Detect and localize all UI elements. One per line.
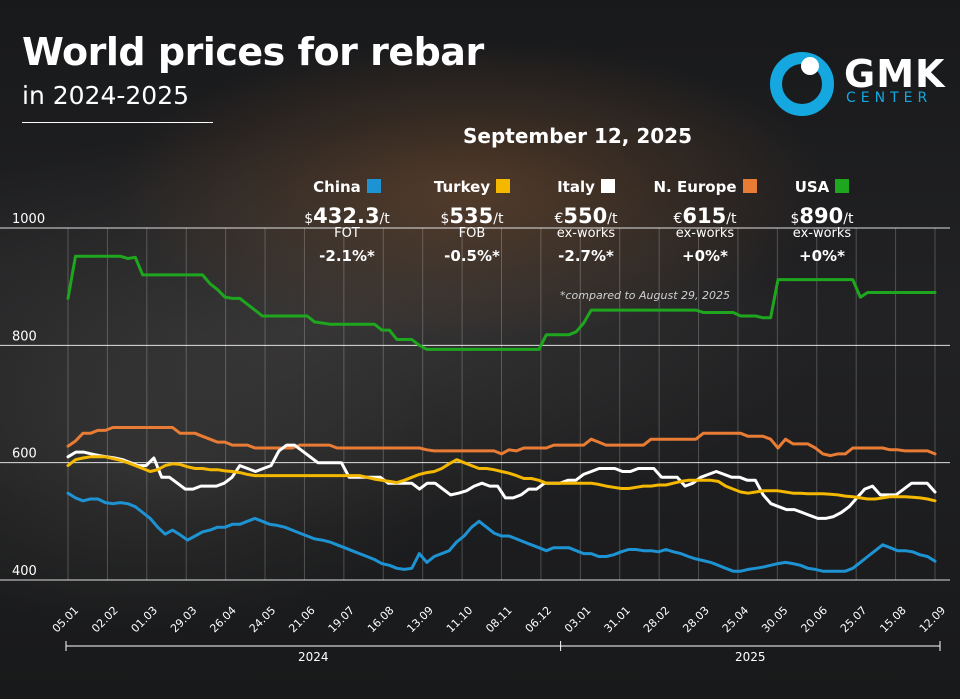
x-tick-label: 25.04 (720, 604, 751, 635)
series-line-n-europe (66, 426, 937, 458)
annotation-price-value: 615 (682, 204, 727, 228)
annotation-usa: USA $890/t ex-works +0%* (757, 178, 887, 265)
x-tick-label: 20.06 (799, 604, 830, 635)
annotation-change: +0%* (799, 247, 845, 265)
x-tick-label: 12.09 (917, 604, 948, 635)
brand-sub: CENTER (846, 90, 933, 106)
x-tick-label: 15.08 (877, 604, 908, 635)
x-tick-label: 01.03 (129, 604, 160, 635)
annotation-currency: $ (440, 211, 450, 227)
legend-swatch-n-europe (742, 179, 757, 193)
x-tick-label: 24.05 (247, 604, 278, 635)
legend-swatch-italy (600, 179, 615, 193)
x-tick-label: 02.02 (89, 604, 120, 635)
brand-name: GMK (844, 52, 946, 96)
annotation-change: -2.1%* (319, 247, 375, 265)
annotation-change: -2.7%* (558, 247, 614, 265)
year-label: 2025 (735, 650, 766, 664)
annotation-head: USA (757, 178, 887, 196)
brand-logo-dot (801, 57, 819, 75)
year-label: 2024 (298, 650, 329, 664)
series-line-turkey (66, 455, 937, 503)
annotation-currency: € (554, 211, 564, 227)
x-tick-label: 16.08 (365, 604, 396, 635)
annotation-country: USA (794, 178, 830, 196)
annotation-italy: Italy €550/t ex-works -2.7%* (521, 178, 651, 265)
annotation-country: N. Europe (653, 178, 737, 196)
title-underline (22, 122, 213, 123)
legend-swatch-china (366, 179, 381, 193)
annotation-n-europe: N. Europe €615/t ex-works +0%* (640, 178, 770, 265)
x-tick-label: 26.04 (207, 604, 238, 635)
legend-swatch-usa (835, 179, 850, 193)
x-tick-label: 06.12 (523, 604, 554, 635)
x-tick-label: 28.03 (680, 604, 711, 635)
annotation-price-value: 432.3 (313, 204, 380, 228)
annotation-head: Italy (521, 178, 651, 196)
page-title: World prices for rebar (22, 30, 484, 74)
annotation-unit: /t (726, 211, 737, 227)
annotation-head: China (282, 178, 412, 196)
annotation-change: +0%* (682, 247, 728, 265)
annotation-price: $535/t (407, 204, 537, 228)
y-tick-label: 400 (12, 564, 37, 579)
annotation-currency: $ (304, 211, 314, 227)
x-tick-label: 13.09 (404, 604, 435, 635)
annotation-price: €615/t (640, 204, 770, 228)
x-tick-label: 25.07 (838, 604, 869, 635)
page-subtitle: in 2024-2025 (22, 81, 190, 110)
y-tick-label: 1000 (12, 212, 45, 227)
annotation-country: Turkey (433, 178, 491, 196)
annotation-price-value: 890 (799, 204, 844, 228)
series-line-italy (66, 443, 937, 520)
x-tick-label: 05.01 (50, 604, 81, 635)
x-tick-label: 30.05 (759, 604, 790, 635)
annotation-basis: ex-works (675, 226, 735, 241)
series-line-china (66, 491, 937, 573)
x-tick-label: 03.01 (562, 604, 593, 635)
x-tick-label: 29.03 (168, 604, 199, 635)
series-line-usa (66, 254, 937, 351)
annotation-unit: /t (493, 211, 504, 227)
annotation-unit: /t (607, 211, 618, 227)
x-tick-label: 08.11 (483, 604, 514, 635)
annotation-price-value: 550 (563, 204, 608, 228)
y-tick-label: 600 (12, 447, 37, 462)
annotation-currency: $ (790, 211, 800, 227)
annotation-price: €550/t (521, 204, 651, 228)
annotation-basis: FOT (334, 226, 360, 241)
annotation-china: China $432.3/t FOT -2.1%* (282, 178, 412, 265)
x-tick-label: 21.06 (286, 604, 317, 635)
annotation-head: N. Europe (640, 178, 770, 196)
annotation-unit: /t (843, 211, 854, 227)
report-date: September 12, 2025 (463, 124, 693, 148)
annotation-basis: ex-works (556, 226, 616, 241)
annotation-basis: ex-works (792, 226, 852, 241)
annotation-country: China (313, 178, 361, 196)
annotation-head: Turkey (407, 178, 537, 196)
annotation-basis: FOB (458, 226, 486, 241)
footnote: *compared to August 29, 2025 (560, 289, 731, 302)
x-tick-label: 11.10 (444, 604, 475, 635)
annotation-price: $432.3/t (282, 204, 412, 228)
x-tick-label: 19.07 (326, 604, 357, 635)
annotation-turkey: Turkey $535/t FOB -0.5%* (407, 178, 537, 265)
annotation-country: Italy (557, 178, 595, 196)
x-tick-label: 31.01 (602, 604, 633, 635)
legend-swatch-turkey (496, 179, 511, 193)
y-tick-label: 800 (12, 329, 37, 344)
annotation-currency: € (673, 211, 683, 227)
annotation-price-value: 535 (449, 204, 494, 228)
annotation-change: -0.5%* (444, 247, 500, 265)
x-tick-label: 28.02 (641, 604, 672, 635)
brand-logo: GMK CENTER (770, 52, 946, 116)
annotation-price: $890/t (757, 204, 887, 228)
annotation-unit: /t (379, 211, 390, 227)
